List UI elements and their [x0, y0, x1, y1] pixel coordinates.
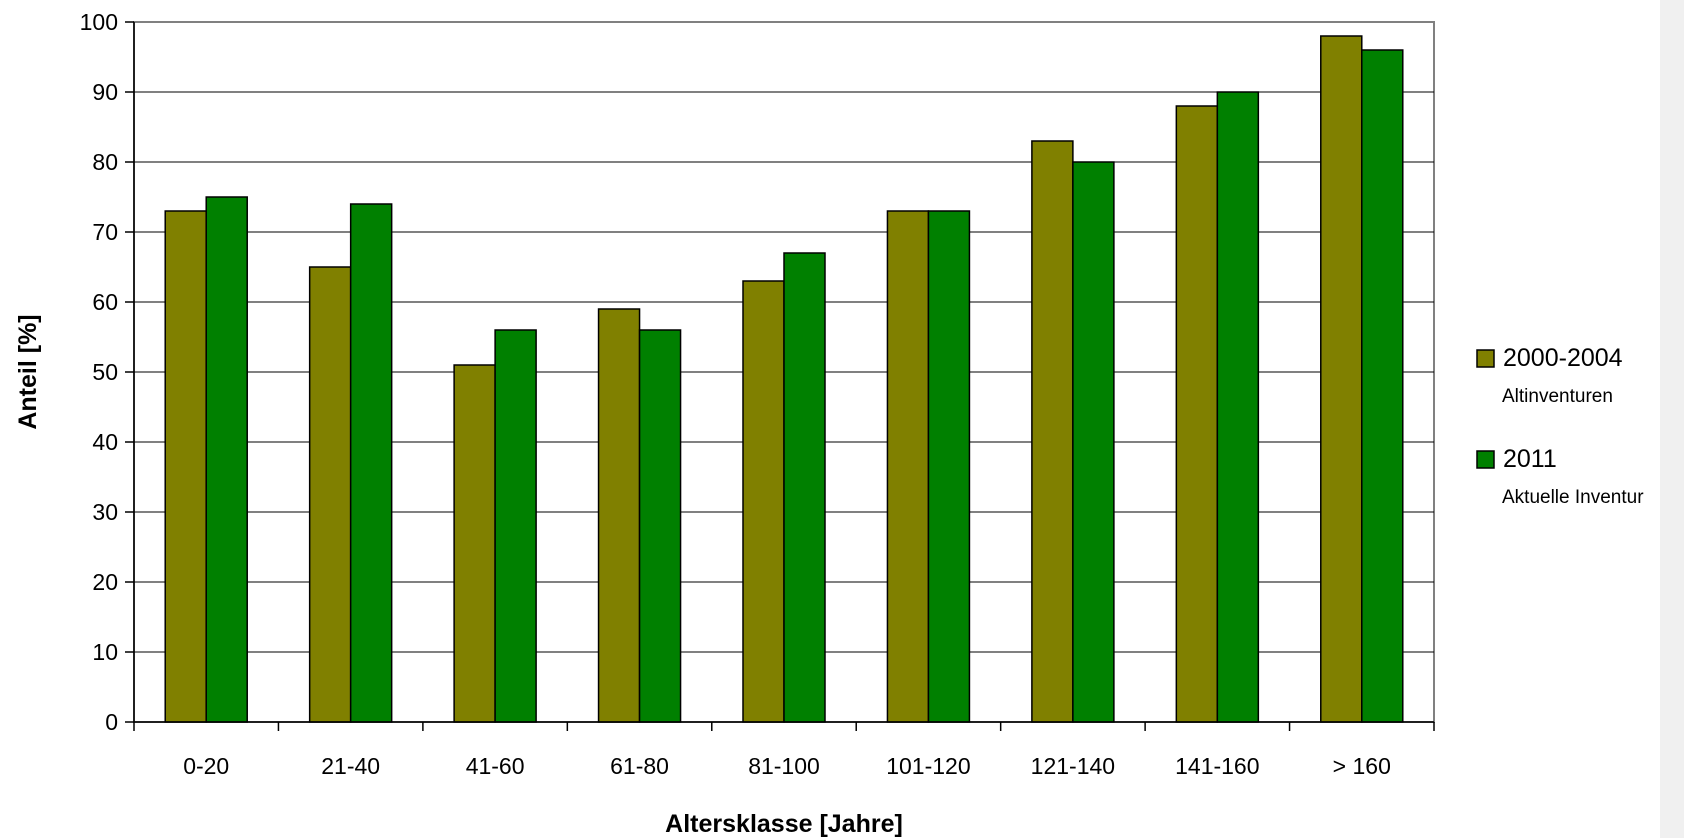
- legend: 2000-2004 Altinventuren 2011 Aktuelle Inven…: [1476, 344, 1644, 508]
- axes: [125, 21, 1435, 731]
- legend-sublabel: Aktuelle Inventur: [1502, 487, 1644, 508]
- y-tick-label: 10: [92, 639, 118, 665]
- legend-label: 2000-2004: [1503, 344, 1623, 372]
- bar-series-1: [453, 364, 496, 723]
- bar-series-1: [742, 280, 785, 723]
- x-axis-title: Altersklasse [Jahre]: [665, 810, 903, 838]
- x-tick-label: 0-20: [183, 753, 229, 779]
- bar-series-1: [1031, 140, 1074, 723]
- x-tick-label: 41-60: [466, 753, 525, 779]
- bar-series-1: [1175, 105, 1219, 723]
- legend-swatch: [1476, 349, 1495, 368]
- x-tick-label: 101-120: [886, 753, 970, 779]
- bar-series-1: [597, 308, 641, 723]
- legend-swatch: [1476, 450, 1495, 469]
- bar-series-2: [494, 329, 537, 723]
- bar-series-2: [205, 196, 248, 723]
- x-tick-label: > 160: [1333, 753, 1391, 779]
- legend-sublabel: Altinventuren: [1502, 386, 1613, 407]
- bar-series-1: [308, 266, 352, 723]
- side-strip: [1660, 0, 1684, 838]
- y-tick-label: 0: [105, 709, 118, 735]
- bars: [164, 35, 1404, 723]
- bar-series-2: [927, 210, 971, 723]
- y-tick-label: 80: [92, 149, 118, 175]
- y-tick-label: 60: [92, 289, 118, 315]
- x-tick-label: 141-160: [1175, 753, 1259, 779]
- x-tick-label: 81-100: [748, 753, 820, 779]
- bar-series-1: [1320, 35, 1363, 723]
- bar-series-2: [638, 329, 682, 723]
- y-tick-label: 90: [92, 79, 118, 105]
- x-tick-label: 21-40: [321, 753, 380, 779]
- bar-series-2: [1072, 161, 1115, 723]
- bar-series-2: [1361, 49, 1404, 723]
- y-tick-label: 40: [92, 429, 118, 455]
- bar-series-1: [164, 210, 207, 723]
- bar-series-2: [1216, 91, 1260, 723]
- bar-series-1: [886, 210, 930, 723]
- y-tick-labels: 0 10 20 30 40 50 60 70 80 90 100: [80, 9, 118, 735]
- x-tick-labels: 0-20 21-40 41-60 61-80 81-100 101-120 121-140 1…: [183, 753, 1391, 779]
- x-tick-label: 61-80: [610, 753, 669, 779]
- y-tick-label: 30: [92, 499, 118, 525]
- bar-series-2: [783, 252, 826, 723]
- y-tick-label: 50: [92, 359, 118, 385]
- y-tick-label: 70: [92, 219, 118, 245]
- y-axis-title: Anteil [%]: [14, 314, 42, 429]
- y-tick-label: 20: [92, 569, 118, 595]
- x-tick-label: 121-140: [1031, 753, 1115, 779]
- legend-label: 2011: [1503, 445, 1557, 473]
- bar-series-2: [349, 203, 393, 723]
- y-tick-label: 100: [80, 9, 118, 35]
